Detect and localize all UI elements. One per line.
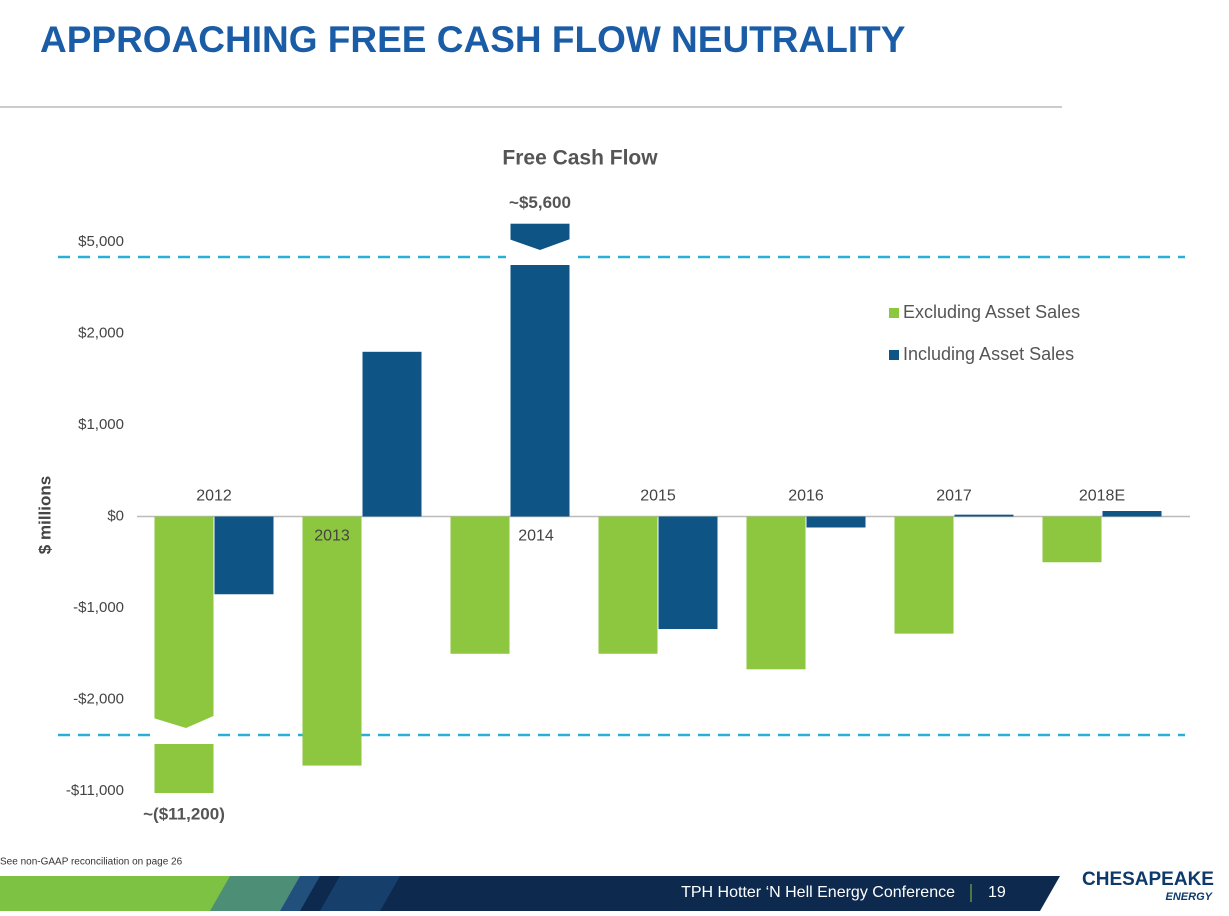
legend-swatch	[889, 308, 899, 318]
bar	[894, 516, 954, 634]
bar	[450, 516, 510, 654]
page-number: 19	[988, 884, 1006, 901]
x-tick-label: 2013	[314, 528, 350, 545]
bar	[954, 514, 1014, 517]
break-gap	[506, 238, 573, 265]
y-tick-label: $1,000	[78, 416, 124, 433]
bar	[658, 516, 718, 630]
footer-band	[280, 876, 1060, 911]
y-tick-label: -$11,000	[66, 782, 124, 799]
bar	[1102, 511, 1162, 517]
y-tick-label: $0	[107, 507, 124, 524]
bar	[598, 516, 658, 654]
logo-sub: ENERGY	[1166, 891, 1214, 903]
legend-label: Including Asset Sales	[903, 344, 1074, 364]
y-tick-label: $5,000	[78, 233, 124, 250]
x-tick-label: 2016	[788, 488, 824, 505]
bar	[806, 516, 866, 528]
slide-title: APPROACHING FREE CASH FLOW NEUTRALITY	[40, 19, 906, 60]
x-tick-label: 2012	[196, 488, 232, 505]
break-gap	[150, 714, 218, 744]
x-tick-label: 2015	[640, 488, 676, 505]
footer-stripe	[210, 876, 320, 911]
bar	[302, 516, 362, 766]
bar	[214, 516, 274, 595]
data-label: ~$5,600	[509, 193, 571, 212]
legend-swatch	[889, 350, 899, 360]
bar	[154, 516, 214, 794]
y-tick-label: -$1,000	[73, 599, 124, 616]
y-axis-label: $ millions	[35, 476, 54, 554]
x-tick-label: 2017	[936, 488, 972, 505]
footnote: See non-GAAP reconciliation on page 26	[0, 857, 183, 868]
bar	[510, 223, 570, 517]
footer-stripe	[320, 876, 400, 911]
y-tick-label: -$2,000	[73, 690, 124, 707]
x-tick-label: 2018E	[1079, 488, 1125, 505]
bar	[1042, 516, 1102, 563]
bar	[746, 516, 806, 670]
x-tick-label: 2014	[518, 528, 554, 545]
data-label: ~($11,200)	[143, 805, 225, 824]
logo: CHESAPEAKE	[1082, 869, 1214, 890]
chart-title: Free Cash Flow	[502, 147, 658, 170]
event-name: TPH Hotter ‘N Hell Energy Conference	[681, 884, 955, 901]
bar	[362, 351, 422, 517]
axis-breaks	[150, 238, 573, 744]
legend-label: Excluding Asset Sales	[903, 302, 1080, 322]
y-tick-label: $2,000	[78, 324, 124, 341]
